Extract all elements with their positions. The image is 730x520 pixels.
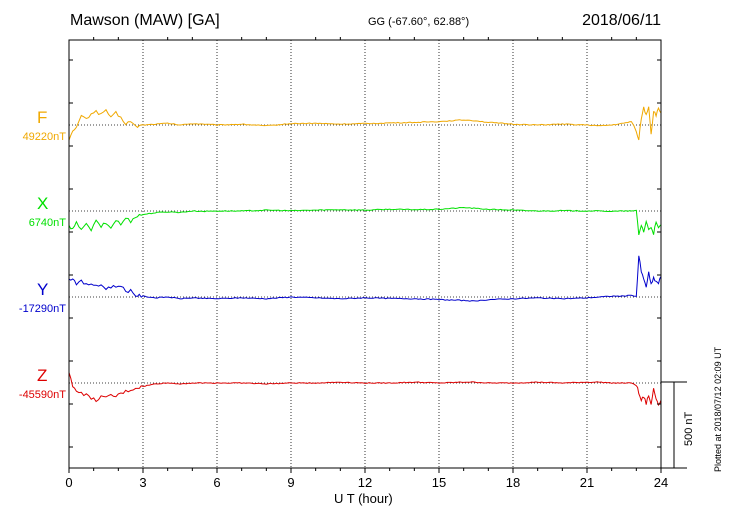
baseline-value-F: 49220nT	[22, 131, 66, 143]
plot-date: 2018/06/11	[582, 12, 661, 29]
x-tick-label-24: 24	[653, 475, 669, 490]
axis-ticks	[68, 37, 662, 473]
x-axis-label: U T (hour)	[334, 491, 393, 506]
baseline-value-X: 6740nT	[28, 217, 66, 229]
scale-bar-label: 500 nT	[683, 411, 695, 446]
x-tick-label-9: 9	[287, 475, 295, 490]
series-line-Z	[68, 372, 662, 407]
x-tick-label-12: 12	[357, 475, 373, 490]
x-tick-label-3: 3	[139, 475, 147, 490]
series-line-Y	[68, 255, 662, 302]
component-name-X: X	[37, 194, 49, 213]
component-name-Y: Y	[37, 280, 49, 299]
station-coordinates: GG (-67.60°, 62.88°)	[368, 16, 470, 28]
grid-lines	[142, 40, 588, 468]
station-title: Mawson (MAW) [GA]	[70, 12, 220, 29]
baseline-value-Z: -45590nT	[18, 389, 66, 401]
component-name-F: F	[37, 108, 48, 127]
baseline-value-Y: -17290nT	[18, 303, 66, 315]
series-line-X	[68, 206, 662, 236]
x-tick-label-15: 15	[431, 475, 447, 490]
scale-bar	[661, 381, 687, 469]
x-tick-label-6: 6	[213, 475, 221, 490]
series-lines	[68, 106, 662, 407]
x-tick-label-0: 0	[65, 475, 73, 490]
plotted-timestamp: Plotted at 2018/07/12 02:09 UT	[713, 346, 723, 472]
component-name-Z: Z	[37, 366, 48, 385]
x-tick-label-21: 21	[579, 475, 595, 490]
series-line-F	[68, 106, 662, 141]
x-tick-label-18: 18	[505, 475, 521, 490]
